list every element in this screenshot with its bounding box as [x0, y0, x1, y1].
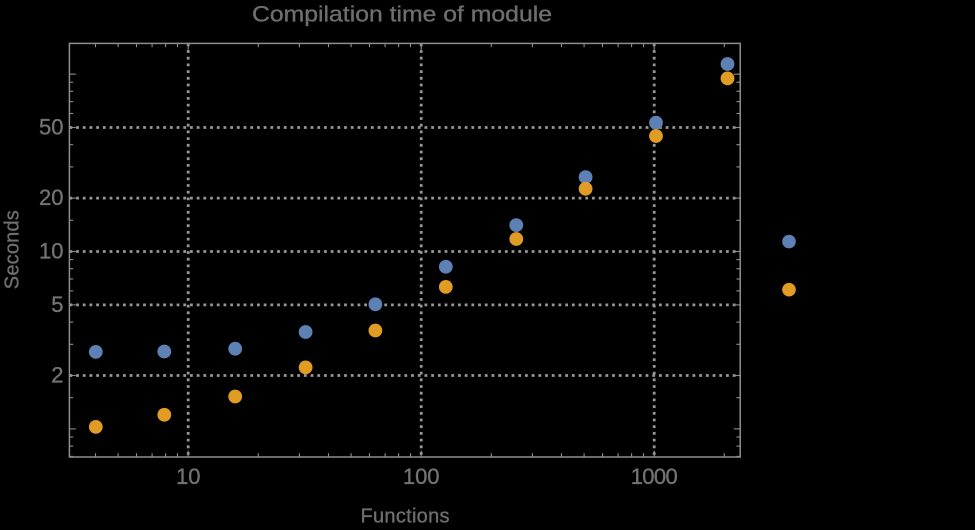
svg-text:5: 5: [51, 292, 63, 317]
svg-text:Seconds: Seconds: [1, 210, 23, 289]
svg-text:2: 2: [51, 362, 63, 387]
svg-text:1000: 1000: [631, 464, 678, 489]
svg-text:Compilation time of module: Compilation time of module: [252, 2, 552, 27]
svg-text:Functions: Functions: [361, 505, 450, 525]
svg-text:100: 100: [403, 464, 440, 489]
svg-text:10: 10: [176, 464, 200, 489]
svg-text:10: 10: [39, 238, 63, 263]
svg-text:20: 20: [39, 185, 63, 210]
svg-text:50: 50: [39, 114, 63, 139]
